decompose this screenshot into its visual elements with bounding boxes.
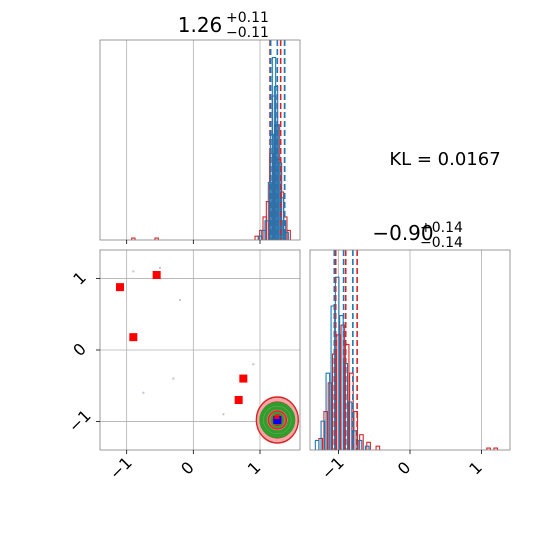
scatter-faint-point-4 [172,377,175,380]
scatter-xtick-label-0: −1 [106,453,136,483]
hist-2-series-b-bar-13 [493,447,499,450]
hist-2-xticks: −1 0 1 [318,450,486,483]
hist-2-series-a-bar-0 [314,439,320,450]
hist-1-title-minus: −0.11 [226,25,269,41]
hist-2-series-b-bar-7 [349,372,354,450]
contour-green-mid [263,406,292,434]
hist-1-ticks [126,240,261,244]
truth-marker [273,416,282,424]
scatter-outlier-3 [239,374,248,383]
hist-2-series-b-bar-11 [375,445,381,450]
hist-2-title: −0.90 [372,221,433,245]
scatter-outlier-1 [152,271,161,279]
hist-1-frame [99,39,301,241]
scatter-ytick-label-0: 1 [69,268,90,289]
hist-2-series-a-bar-9 [357,439,363,450]
hist-2-series-a-bar-7 [347,401,353,450]
hist-2-title-minus: −0.14 [420,235,463,251]
hist-2-series-a-bar-2 [325,372,331,450]
scatter-panel: −1 0 1 1 0 −1 [65,249,301,483]
hist-1-series-a-bar-6 [273,85,279,240]
scatter-faint-point-5 [222,413,225,416]
scatter-xtick-label-1: 0 [177,458,198,479]
hist-1-series-b-bar-12 [286,229,291,240]
hist-2-series-a-bar-10 [364,445,370,450]
scatter-faint-point-3 [142,391,145,395]
scatter-ytick-label-1: 0 [69,339,90,360]
scatter-faint-point-2 [178,298,182,302]
scatter-yticks: 1 0 −1 [65,268,100,436]
scatter-ytick-label-2: −1 [65,406,95,436]
center-marker [274,416,280,419]
kl-label: KL = 0.0167 [389,149,500,170]
scatter-faint-points [132,266,255,416]
hist-1-series-a-bar-9 [279,197,285,240]
scatter-xtick-label-2: 1 [244,458,265,479]
scatter-outlier-2 [129,333,138,342]
hist-2-tick-label-2: 1 [465,458,486,479]
hist-1-series-a-bar-11 [284,231,289,240]
hist-1-title-value: 1.26 [178,13,223,37]
hist-1-series-a [257,57,289,240]
scatter-outliers [116,271,248,404]
contour-green-outer [259,402,296,438]
hist-2-title-plus: +0.14 [420,220,463,236]
hist-2-quantiles [333,250,358,450]
hist-1-series-b-bar-0 [131,237,136,240]
scatter-outlier-4 [234,396,243,404]
hist-1-series-a-bar-5 [271,57,277,240]
hist-1-title-plus: +0.11 [226,10,269,26]
hist-1-title: 1.26 [178,13,223,37]
hist-2-tick-label-1: 0 [394,458,415,479]
scatter-contours [255,396,300,444]
hist-2-tick-label-0: −1 [318,453,348,483]
hist-2-series-b-bar-9 [359,434,364,450]
hist-2-grid [338,250,482,450]
hist-panel-1: 1.26 +0.11 −0.11 [99,10,301,244]
hist-2-title-value: −0.90 [372,221,433,245]
hist-1-quantiles [269,40,286,240]
hist-2-series-a-bar-1 [320,420,326,450]
scatter-faint-point-6 [252,363,255,366]
hist-2-series-b-bar-12 [486,447,491,450]
hist-1-series-a-bar-8 [277,162,283,240]
scatter-outlier-0 [116,283,124,292]
hist-1-grid [126,40,261,240]
hist-2-series-a-bar-5 [339,315,344,450]
hist-panel-2: −1 0 1 −0.90 +0.14 −0.14 [309,220,511,483]
scatter-faint-point-1 [158,266,162,270]
scatter-xticks: −1 0 1 [106,450,265,483]
hist-1-series-b-bar-1 [154,237,159,240]
hist-1-series-b [131,95,291,240]
scatter-faint-point-0 [132,270,135,273]
